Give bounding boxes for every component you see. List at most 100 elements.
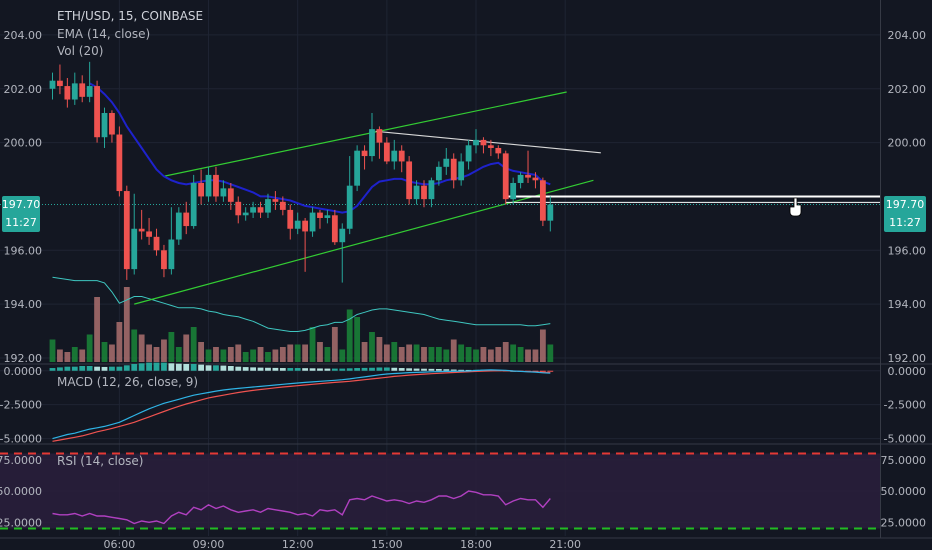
price-tick-1-right: 202.00 bbox=[888, 83, 927, 96]
macd-hist-bar bbox=[428, 368, 435, 371]
macd-hist-bar bbox=[198, 364, 204, 371]
candle-body bbox=[49, 80, 56, 89]
macd-hist-bar bbox=[161, 362, 167, 371]
volume-bar bbox=[294, 344, 301, 362]
macd-pane bbox=[49, 362, 554, 442]
candle-body bbox=[369, 129, 375, 157]
resistance-trendline bbox=[375, 130, 601, 154]
macd-hist-bar bbox=[79, 366, 86, 371]
candle-body bbox=[547, 204, 554, 221]
candle-body bbox=[205, 174, 212, 197]
candles[interactable] bbox=[49, 61, 554, 283]
candle-body bbox=[502, 153, 509, 200]
rsi-tick-1-right: 50.0000 bbox=[881, 485, 927, 498]
macd-hist-bar bbox=[435, 368, 442, 371]
volume-bar bbox=[346, 309, 353, 362]
macd-hist-bar bbox=[272, 367, 279, 371]
candle-body bbox=[71, 83, 78, 100]
macd-hist-bar bbox=[235, 366, 242, 371]
candle-body bbox=[383, 142, 390, 162]
volume-bar bbox=[279, 347, 286, 362]
volume-bar bbox=[376, 337, 383, 362]
macd-hist-bar bbox=[421, 368, 427, 371]
volume-bar bbox=[138, 334, 145, 362]
rsi-tick-0-right: 75.0000 bbox=[881, 454, 927, 467]
macd-hist-bar bbox=[175, 363, 182, 371]
candle-body bbox=[94, 86, 100, 138]
price-tag-right-value: 197.70 bbox=[886, 198, 925, 211]
macd-hist-bar bbox=[450, 369, 457, 371]
volume-bar bbox=[198, 342, 204, 362]
macd-hist-bar bbox=[257, 367, 264, 371]
candle-body bbox=[398, 150, 405, 162]
macd-hist-bar bbox=[354, 368, 361, 371]
macd-tick-1-left: -2.5000 bbox=[0, 399, 42, 412]
price-tag-left-countdown: 11:27 bbox=[5, 216, 37, 229]
volume-bar bbox=[49, 339, 56, 362]
candle-body bbox=[109, 112, 115, 135]
candle-body bbox=[302, 220, 309, 232]
candle-body bbox=[272, 199, 279, 202]
candle-body bbox=[443, 158, 450, 167]
volume-bar bbox=[242, 352, 249, 362]
volume-bar bbox=[331, 327, 338, 362]
volume-bar bbox=[317, 342, 323, 362]
macd-hist-bar bbox=[391, 367, 398, 371]
volume-bar bbox=[406, 344, 413, 362]
candle-body bbox=[138, 228, 145, 232]
candle-body bbox=[465, 145, 472, 162]
price-tag-right: 197.70 11:27 bbox=[884, 196, 926, 232]
volume-bar bbox=[235, 344, 242, 362]
macd-tick-2-left: -5.0000 bbox=[0, 433, 42, 446]
macd-hist-bar bbox=[250, 367, 257, 371]
candle-body bbox=[213, 174, 219, 197]
volume-bar bbox=[450, 339, 457, 362]
macd-hist-bar bbox=[539, 370, 546, 372]
candle-body bbox=[175, 212, 182, 240]
candle-body bbox=[146, 231, 152, 237]
volume-bar bbox=[116, 322, 123, 362]
macd-hist-bar bbox=[146, 362, 152, 371]
volume-bar bbox=[71, 347, 78, 362]
macd-legend[interactable]: MACD (12, 26, close, 9) bbox=[57, 375, 198, 389]
candle-body bbox=[539, 180, 546, 221]
candle-body bbox=[198, 182, 204, 197]
volume-bar bbox=[175, 347, 182, 362]
volume-bar bbox=[257, 347, 264, 362]
volume-bar bbox=[153, 347, 160, 362]
volume-bar bbox=[532, 349, 539, 362]
price-tick-4-left: 194.00 bbox=[4, 298, 43, 311]
macd-hist-bar bbox=[138, 363, 145, 371]
candle-body bbox=[64, 86, 71, 100]
price-tag-right-bg bbox=[884, 196, 926, 232]
macd-hist-bar bbox=[339, 368, 346, 371]
volume-legend[interactable]: Vol (20) bbox=[57, 44, 103, 58]
macd-hist-bar bbox=[86, 366, 93, 371]
volume-bar bbox=[101, 342, 108, 362]
ema-legend[interactable]: EMA (14, close) bbox=[57, 27, 150, 41]
volume-bar bbox=[64, 352, 71, 362]
volume-bar bbox=[205, 349, 212, 362]
volume-bar bbox=[398, 347, 405, 362]
price-tick-3-right: 196.00 bbox=[888, 244, 927, 257]
macd-hist-bar bbox=[101, 366, 108, 371]
volume-bar bbox=[309, 327, 316, 362]
candle-body bbox=[525, 174, 531, 178]
volume-bar bbox=[79, 349, 86, 362]
volume-bar bbox=[502, 342, 509, 362]
volume-bar bbox=[435, 347, 442, 362]
candle-body bbox=[190, 182, 197, 227]
macd-hist-bar bbox=[190, 363, 197, 371]
candle-body bbox=[391, 150, 398, 162]
candle-body bbox=[123, 191, 130, 270]
price-tag-left: 197.70 11:27 bbox=[2, 196, 40, 232]
price-tick-3-left: 196.00 bbox=[4, 244, 43, 257]
rsi-legend[interactable]: RSI (14, close) bbox=[57, 454, 143, 468]
candle-body bbox=[480, 139, 487, 146]
candle-body bbox=[116, 134, 123, 192]
candle-body bbox=[265, 199, 271, 213]
macd-tick-0-right: 0.0000 bbox=[888, 365, 927, 378]
macd-hist-bar bbox=[383, 367, 390, 371]
